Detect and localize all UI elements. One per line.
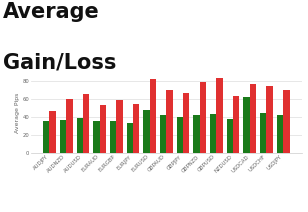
Bar xyxy=(193,115,200,153)
Bar xyxy=(227,119,233,153)
Bar xyxy=(210,114,217,153)
Text: Average: Average xyxy=(3,2,100,22)
Text: Gain/Loss: Gain/Loss xyxy=(3,53,116,73)
Bar xyxy=(99,105,106,153)
Bar xyxy=(93,121,99,153)
Bar xyxy=(183,93,189,153)
Bar xyxy=(233,96,239,153)
Bar xyxy=(143,110,150,153)
Bar xyxy=(260,113,266,153)
Bar xyxy=(277,115,283,153)
Bar xyxy=(110,121,116,153)
Bar xyxy=(243,97,250,153)
Bar xyxy=(200,82,206,153)
Bar xyxy=(177,117,183,153)
Bar xyxy=(60,120,66,153)
Bar xyxy=(217,78,223,153)
Bar xyxy=(283,90,290,153)
Bar xyxy=(43,121,50,153)
Bar xyxy=(50,112,56,153)
Bar xyxy=(266,85,273,153)
Bar xyxy=(250,84,256,153)
Bar xyxy=(76,118,83,153)
Bar xyxy=(83,95,89,153)
Bar xyxy=(66,99,72,153)
Bar xyxy=(133,104,139,153)
Bar xyxy=(127,123,133,153)
Bar xyxy=(166,90,173,153)
Bar xyxy=(150,79,156,153)
Y-axis label: Average Pips: Average Pips xyxy=(15,92,20,132)
Bar xyxy=(160,115,166,153)
Bar xyxy=(116,100,123,153)
